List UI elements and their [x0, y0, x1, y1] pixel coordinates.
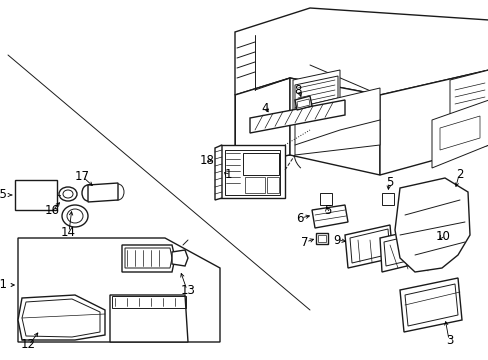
- Polygon shape: [379, 225, 439, 272]
- Polygon shape: [399, 278, 461, 332]
- Text: 14: 14: [61, 225, 75, 238]
- Polygon shape: [431, 100, 488, 168]
- Polygon shape: [122, 245, 175, 272]
- Text: 17: 17: [74, 171, 89, 184]
- Text: 2: 2: [455, 168, 463, 181]
- Polygon shape: [110, 295, 187, 342]
- Polygon shape: [215, 145, 222, 200]
- Text: 1: 1: [224, 168, 231, 181]
- Text: 11: 11: [0, 279, 8, 292]
- Text: 16: 16: [44, 203, 60, 216]
- Polygon shape: [220, 145, 285, 198]
- Text: 10: 10: [435, 230, 449, 243]
- Polygon shape: [315, 233, 327, 244]
- Bar: [15, 180, 57, 210]
- Text: 3: 3: [446, 333, 453, 346]
- Polygon shape: [311, 205, 347, 228]
- Polygon shape: [289, 78, 379, 175]
- Text: 13: 13: [180, 284, 195, 297]
- Text: 15: 15: [0, 189, 8, 202]
- Text: 5: 5: [324, 203, 331, 216]
- Text: 18: 18: [199, 153, 214, 166]
- Polygon shape: [294, 88, 379, 155]
- Polygon shape: [381, 193, 393, 205]
- Polygon shape: [319, 193, 331, 205]
- Polygon shape: [294, 96, 311, 110]
- Polygon shape: [235, 78, 289, 165]
- Text: 8: 8: [294, 84, 301, 96]
- Text: 12: 12: [20, 338, 36, 351]
- Polygon shape: [394, 178, 469, 272]
- Polygon shape: [18, 295, 105, 340]
- Polygon shape: [345, 225, 392, 268]
- Polygon shape: [249, 100, 345, 133]
- Text: 5: 5: [386, 176, 393, 189]
- Polygon shape: [449, 70, 488, 132]
- Text: 4: 4: [261, 102, 268, 114]
- Polygon shape: [172, 250, 187, 266]
- Polygon shape: [88, 183, 118, 202]
- Text: 7: 7: [301, 235, 308, 248]
- Polygon shape: [379, 70, 488, 175]
- Text: 9: 9: [332, 234, 340, 247]
- Polygon shape: [292, 70, 339, 112]
- Polygon shape: [18, 238, 220, 342]
- Polygon shape: [235, 8, 488, 95]
- Text: 6: 6: [296, 211, 303, 225]
